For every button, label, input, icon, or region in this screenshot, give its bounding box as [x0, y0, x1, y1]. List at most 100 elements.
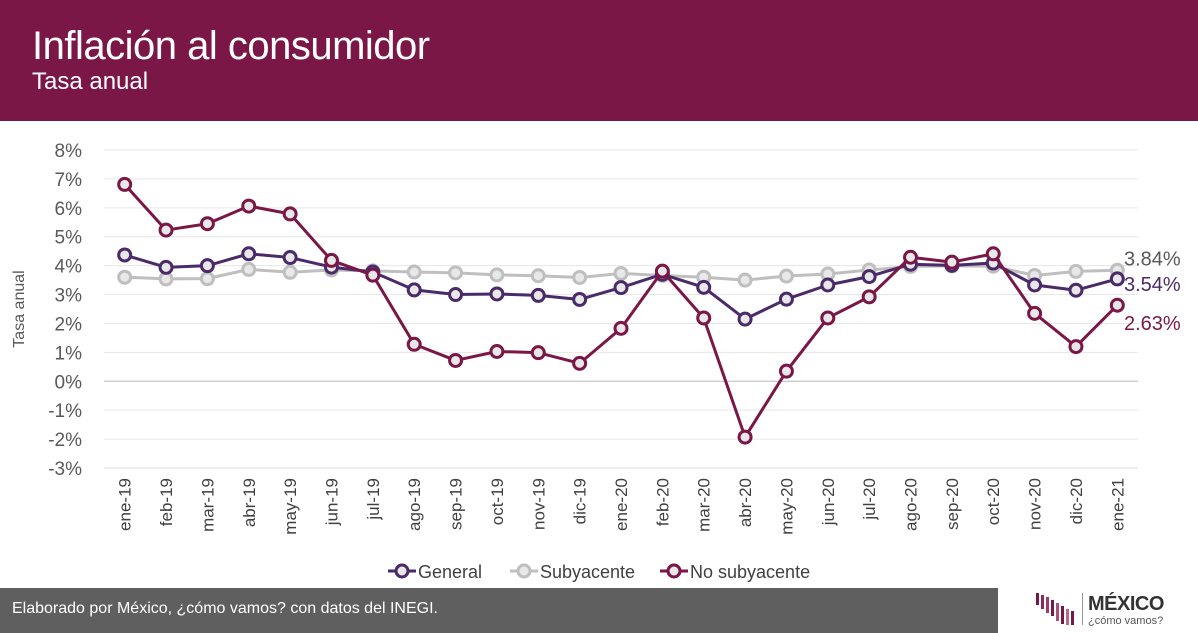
logo-name: MÉXICO: [1088, 593, 1164, 615]
x-tick-label: oct-20: [984, 478, 1003, 525]
x-tick-label: mar-19: [198, 478, 217, 532]
data-point: [448, 287, 464, 303]
legend-label: General: [418, 562, 482, 582]
end-value-label: 2.63%: [1124, 313, 1181, 335]
data-point: [530, 268, 546, 284]
logo-separator: [1082, 593, 1083, 625]
x-tick-label: jul-19: [364, 478, 383, 521]
data-point: [489, 343, 505, 359]
x-tick-label: dic-20: [1067, 478, 1086, 524]
data-point: [613, 280, 629, 296]
series-lines: 3.54% 3.84% 2.63%: [117, 176, 1181, 445]
logo-bars-icon: [1036, 593, 1074, 625]
data-point: [530, 345, 546, 361]
x-tick-label: ene-19: [116, 478, 135, 531]
x-tick-label: jun-20: [819, 478, 838, 526]
x-tick-label: sep-19: [447, 478, 466, 530]
x-tick-label: ene-21: [1108, 478, 1127, 531]
x-tick-label: feb-20: [653, 478, 672, 526]
data-point: [158, 259, 174, 275]
x-tick-label: oct-19: [488, 478, 507, 525]
data-point: [1027, 277, 1043, 293]
data-point: [365, 267, 381, 283]
x-tick-label: sep-20: [943, 478, 962, 530]
x-tick-label: mar-20: [695, 478, 714, 532]
data-point: [737, 272, 753, 288]
data-point: [406, 264, 422, 280]
data-point: [241, 261, 257, 277]
y-tick-label: 2%: [55, 314, 83, 335]
x-tick-label: ago-20: [902, 478, 921, 531]
data-point: [117, 247, 133, 263]
logo-tagline: ¿cómo vamos?: [1088, 615, 1164, 627]
data-point: [737, 311, 753, 327]
data-point: [861, 269, 877, 285]
x-tick-label: nov-20: [1026, 478, 1045, 530]
y-tick-label: 4%: [55, 257, 83, 278]
x-tick-label: ago-19: [405, 478, 424, 531]
legend-swatch-marker: [666, 563, 682, 579]
data-point: [572, 269, 588, 285]
data-point: [1109, 297, 1125, 313]
chart-area: 8% 7% 6% 5% 4% 3% 2% 1% 0% -1% -2% -3% ene-19 feb-19 m…: [11, 141, 1181, 582]
data-point: [572, 291, 588, 307]
y-tick-label: -3%: [48, 459, 82, 480]
y-tick-label: 3%: [55, 286, 83, 307]
legend: General Subyacente No subyacente: [388, 562, 810, 582]
y-tick-label: -1%: [48, 401, 82, 422]
data-point: [985, 246, 1001, 262]
y-tick-label: 0%: [55, 372, 83, 393]
data-point: [489, 267, 505, 283]
data-point: [199, 216, 215, 232]
footer-source-text: Elaborado por México, ¿cómo vamos? con d…: [12, 600, 438, 617]
x-tick-label: abr-20: [736, 478, 755, 527]
data-point: [241, 198, 257, 214]
data-point: [530, 287, 546, 303]
data-point: [241, 246, 257, 262]
data-point: [903, 249, 919, 265]
data-point: [406, 336, 422, 352]
data-point: [696, 279, 712, 295]
legend-label: No subyacente: [690, 562, 810, 582]
data-point: [1027, 305, 1043, 321]
data-point: [448, 265, 464, 281]
x-tick-label: nov-19: [529, 478, 548, 530]
data-point: [820, 277, 836, 293]
data-point: [406, 282, 422, 298]
end-value-label: 3.54%: [1124, 274, 1181, 296]
y-tick-label: 5%: [55, 228, 83, 249]
y-tick-label: 1%: [55, 343, 83, 364]
data-point: [117, 269, 133, 285]
data-point: [572, 355, 588, 371]
series-line-no-subyacente: [123, 183, 1119, 439]
data-point: [158, 222, 174, 238]
y-tick-label: 6%: [55, 199, 83, 220]
chart-title: Inflación al consumidor: [32, 24, 430, 68]
data-point: [613, 265, 629, 281]
x-tick-label: feb-19: [157, 478, 176, 526]
x-tick-label: jul-20: [860, 478, 879, 521]
chart-subtitle: Tasa anual: [32, 68, 149, 95]
footer-bar: Elaborado por México, ¿cómo vamos? con d…: [0, 588, 998, 633]
logo: MÉXICO ¿cómo vamos?: [1030, 589, 1195, 631]
data-point: [1068, 339, 1084, 355]
data-point: [1109, 271, 1125, 287]
data-point: [282, 264, 298, 280]
data-point: [737, 429, 753, 445]
data-point: [778, 268, 794, 284]
x-tick-label: dic-19: [571, 478, 590, 524]
data-point: [1068, 282, 1084, 298]
data-point: [778, 291, 794, 307]
data-point: [489, 286, 505, 302]
x-tick-label: abr-19: [240, 478, 259, 527]
header-banner: Inflación al consumidor Tasa anual: [0, 0, 1198, 121]
data-point: [117, 176, 133, 192]
y-tick-label: 7%: [55, 170, 83, 191]
legend-swatch-marker: [394, 563, 410, 579]
data-point: [696, 310, 712, 326]
y-tick-label: 8%: [55, 141, 83, 162]
data-point: [282, 206, 298, 222]
y-axis-label: Tasa anual: [11, 270, 28, 347]
data-point: [448, 352, 464, 368]
x-tick-label: may-20: [777, 478, 796, 535]
